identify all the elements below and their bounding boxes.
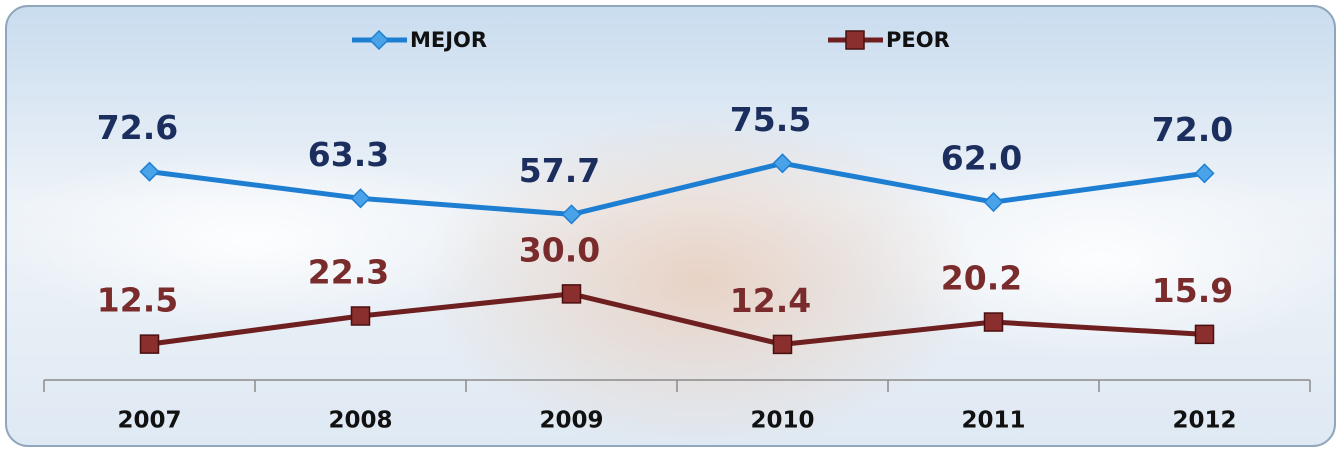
data-label: 75.5 — [730, 100, 811, 139]
data-label: 57.7 — [519, 151, 600, 190]
data-label: 72.6 — [97, 108, 178, 147]
data-label: 15.9 — [1152, 271, 1233, 310]
legend-marker — [846, 31, 864, 49]
x-tick-label: 2007 — [117, 408, 181, 434]
data-label: 30.0 — [519, 230, 600, 269]
x-tick-label: 2012 — [1172, 408, 1236, 434]
data-label: 72.0 — [1152, 110, 1233, 149]
x-tick-label: 2008 — [328, 408, 392, 434]
background-hand — [420, 110, 980, 450]
point — [141, 335, 159, 353]
data-label: 63.3 — [308, 135, 389, 174]
point — [774, 335, 792, 353]
chart: 2007 2008 2009 2010 2011 2012 72.6 63.3 57.7 75.5… — [0, 0, 1341, 452]
data-label: 20.2 — [941, 259, 1022, 298]
data-label: 62.0 — [941, 139, 1022, 178]
point — [1196, 325, 1214, 343]
x-tick-label: 2010 — [750, 408, 814, 434]
point — [563, 285, 581, 303]
x-tick-label: 2009 — [539, 408, 603, 434]
point — [352, 307, 370, 325]
legend-label: MEJOR — [410, 28, 487, 52]
page: {"chart_data": { "type": "line", "catego… — [0, 0, 1341, 452]
data-label: 12.4 — [730, 281, 811, 320]
legend-label: PEOR — [886, 28, 950, 52]
data-label: 22.3 — [308, 252, 389, 291]
point — [985, 313, 1003, 331]
data-label: 12.5 — [97, 281, 178, 320]
x-tick-label: 2011 — [961, 408, 1025, 434]
